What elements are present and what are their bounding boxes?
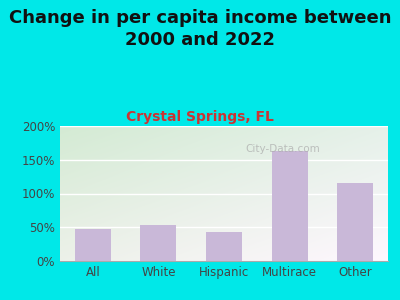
Bar [337, 183, 373, 261]
Bar [75, 229, 111, 261]
Bar [140, 224, 176, 261]
Text: Change in per capita income between
2000 and 2022: Change in per capita income between 2000… [9, 9, 391, 49]
Bar [206, 232, 242, 261]
Text: Crystal Springs, FL: Crystal Springs, FL [126, 110, 274, 124]
Text: City-Data.com: City-Data.com [246, 144, 320, 154]
Bar [272, 151, 308, 261]
